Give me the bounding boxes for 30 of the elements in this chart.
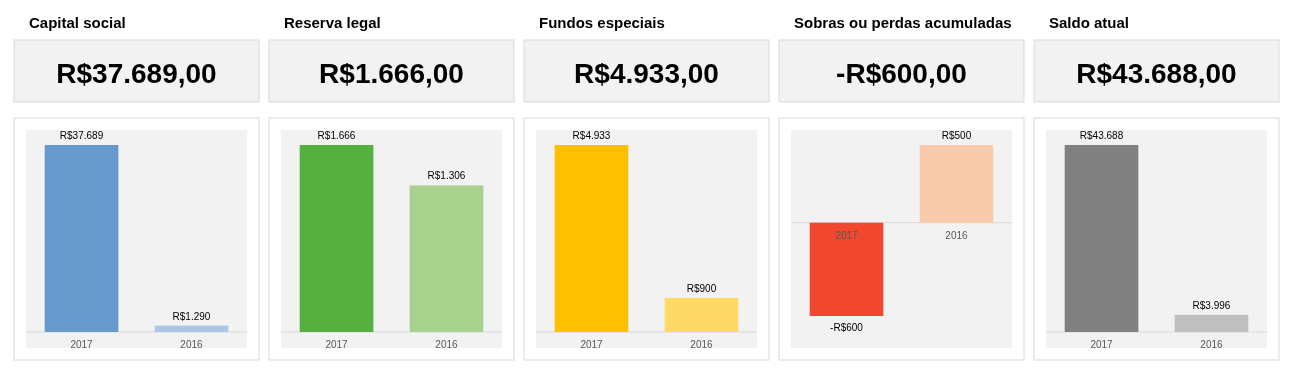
x-tick-label: 2017 — [835, 229, 859, 241]
text: R$4.933,00 — [574, 58, 719, 89]
x-tick-label: 2017 — [1090, 339, 1114, 350]
data-label: R$37.689 — [59, 130, 104, 141]
chart-title: Capital social — [29, 14, 126, 31]
x-tick-label: 2016 — [945, 229, 969, 241]
data-label: R$43.688 — [1079, 130, 1124, 141]
x-tick-label: 2016 — [1200, 339, 1224, 350]
text: R$37.689,00 — [56, 58, 217, 89]
data-label: R$3.996 — [1192, 299, 1231, 311]
data-label: R$1.666 — [317, 130, 356, 141]
x-tick-label: 2017 — [580, 339, 604, 350]
chart-title: Saldo atual — [1049, 14, 1130, 31]
data-label: -R$600 — [830, 322, 864, 333]
data-label: R$4.933 — [572, 130, 611, 141]
x-tick-label: 2016 — [690, 339, 714, 350]
chart-title: Reserva legal — [284, 14, 381, 31]
x-tick-label: 2016 — [180, 339, 204, 350]
text: -R$600,00 — [836, 58, 967, 89]
x-tick-label: 2017 — [325, 339, 349, 350]
x-tick-label: 2017 — [70, 339, 94, 350]
text: R$43.688,00 — [1076, 58, 1237, 89]
chart-title: Fundos especiais — [539, 14, 665, 31]
data-label: R$900 — [686, 282, 717, 294]
data-label: R$1.306 — [427, 170, 466, 182]
data-label: R$1.290 — [172, 310, 211, 322]
chart-title: Sobras ou perdas acumuladas — [794, 14, 1012, 31]
x-tick-label: 2016 — [435, 339, 459, 350]
data-label: R$500 — [941, 130, 972, 141]
text: R$1.666,00 — [319, 58, 464, 89]
